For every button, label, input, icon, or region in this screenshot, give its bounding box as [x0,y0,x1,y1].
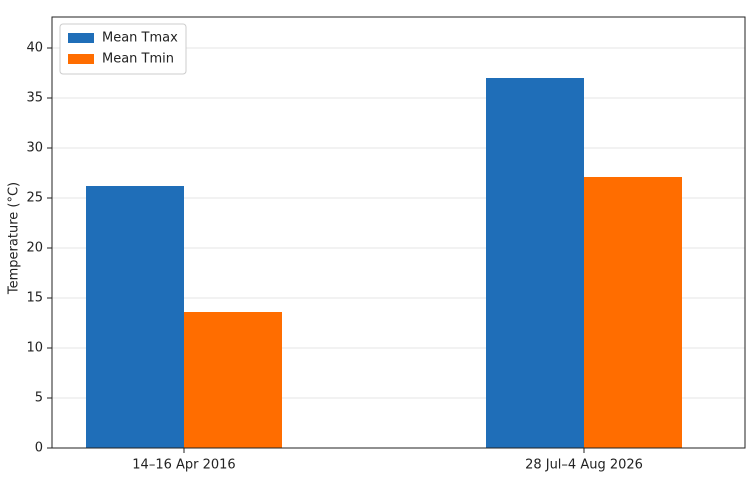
legend-label: Mean Tmin [102,52,174,67]
bar [184,312,282,448]
y-tick-label: 5 [35,391,43,406]
y-tick-label: 30 [26,141,43,156]
y-tick-label: 20 [26,241,43,256]
y-tick-label: 25 [26,191,43,206]
y-tick-label: 15 [26,291,43,306]
x-tick-label: 28 Jul–4 Aug 2026 [525,458,643,473]
bar [584,177,682,448]
plot-frame [51,16,746,449]
legend-label: Mean Tmax [102,31,178,46]
y-tick-label: 35 [26,91,43,106]
bar [486,78,584,448]
legend-swatch [68,54,94,64]
legend-swatch [68,33,94,43]
y-tick-label: 0 [35,441,43,456]
bar [86,186,184,448]
y-tick-label: 10 [26,341,43,356]
y-axis-label: Temperature (°C) [7,182,22,295]
x-tick-label: 14–16 Apr 2016 [132,458,235,473]
y-tick-label: 40 [26,41,43,56]
